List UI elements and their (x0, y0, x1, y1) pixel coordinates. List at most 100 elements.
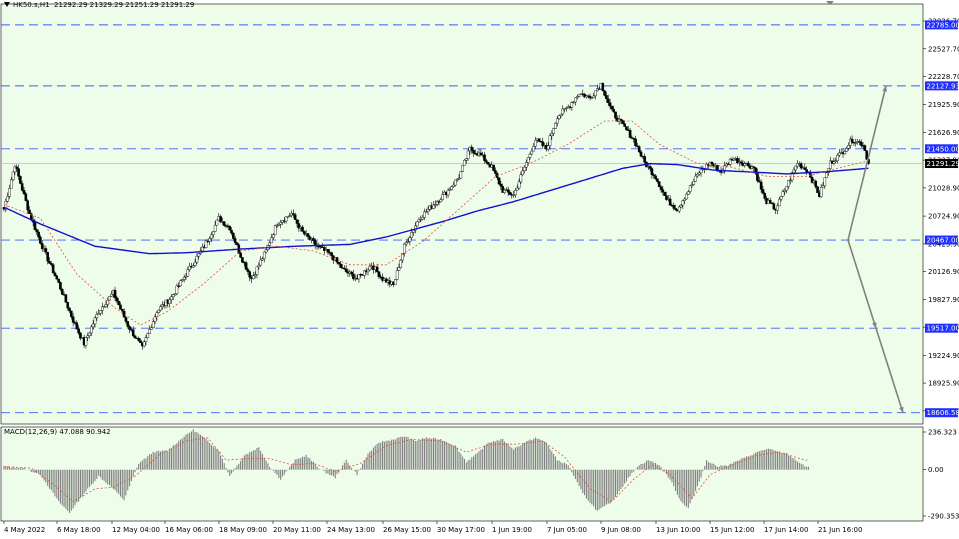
candle-body (258, 265, 260, 267)
candle-body (331, 253, 333, 256)
candle-body (440, 200, 442, 202)
candle-body (594, 91, 596, 96)
symbol-label: HK50.s,H1 (13, 1, 50, 9)
candle-body (640, 152, 642, 156)
x-tick-label: 4 May 2022 (4, 526, 45, 534)
candle-body (864, 146, 866, 151)
price-pane (1, 4, 923, 424)
candle-body (452, 185, 454, 187)
dropdown-triangle-icon[interactable] (4, 2, 10, 7)
candle-body (67, 302, 69, 308)
candle-body (634, 139, 636, 146)
candle-body (673, 205, 675, 208)
level-tag-label: 22127.93 (927, 82, 959, 90)
candle-body (533, 146, 535, 151)
candle-body (312, 238, 314, 240)
y-tick-label: 22228.70 (928, 73, 959, 81)
level-tag-label: 20467.00 (927, 237, 959, 245)
candle-body (92, 324, 94, 327)
candle-body (41, 243, 43, 248)
x-tick-label: 6 May 18:00 (57, 526, 101, 534)
candle-body (65, 295, 67, 303)
candle-body (232, 233, 234, 238)
candle-body (609, 103, 611, 106)
candle-body (604, 91, 606, 96)
candle-body (219, 216, 221, 221)
candle-body (234, 238, 236, 242)
candle-body (192, 266, 194, 267)
candle-body (471, 147, 473, 150)
x-tick-label: 9 Jun 08:00 (601, 526, 641, 534)
candle-body (494, 171, 496, 174)
x-tick-label: 24 May 13:00 (327, 526, 375, 534)
candle-body (684, 199, 686, 201)
macd-tick-label: 0.00 (928, 466, 944, 474)
candle-body (562, 109, 564, 114)
candle-body (96, 314, 98, 317)
candle-body (143, 342, 145, 346)
x-tick-label: 7 Jun 05:00 (547, 526, 587, 534)
candle-body (795, 166, 797, 170)
candle-body (660, 187, 662, 190)
y-tick-label: 19827.90 (928, 296, 959, 304)
candle-body (340, 264, 342, 268)
candle-body (662, 190, 664, 193)
candle-body (128, 326, 130, 329)
candle-body (272, 235, 274, 238)
candle-body (846, 148, 848, 151)
candle-body (338, 262, 340, 264)
macd-tick-label: -290.353 (928, 513, 959, 521)
candle-body (711, 162, 713, 165)
candle-body (110, 294, 112, 296)
x-tick-label: 30 May 17:00 (437, 526, 485, 534)
candle-body (467, 151, 469, 159)
candle-body (824, 178, 826, 186)
candle-body (447, 190, 449, 195)
candle-body (183, 277, 185, 279)
candle-body (427, 209, 429, 211)
candle-body (376, 267, 378, 272)
candle-body (378, 272, 380, 277)
candle-body (58, 279, 60, 282)
y-tick-label: 20724.90 (928, 213, 959, 221)
candle-body (209, 238, 211, 241)
candle-body (747, 163, 749, 166)
candle-body (138, 338, 140, 340)
x-tick-label: 20 May 11:00 (273, 526, 321, 534)
candle-body (147, 334, 149, 338)
candle-body (815, 181, 817, 187)
candle-body (172, 295, 174, 297)
candle-body (158, 310, 160, 313)
candle-body (114, 290, 116, 298)
candle-body (740, 162, 742, 163)
candle-body (613, 109, 615, 112)
candle-body (119, 305, 121, 309)
candle-body (658, 181, 660, 186)
candle-body (247, 269, 249, 271)
candle-body (296, 220, 298, 224)
candle-body (534, 140, 536, 146)
candle-body (531, 151, 533, 154)
candle-body (422, 217, 424, 219)
candle-body (762, 189, 764, 193)
candle-body (514, 190, 516, 195)
candle-body (695, 176, 697, 181)
candle-body (105, 304, 107, 306)
candle-body (744, 164, 746, 166)
candle-body (614, 112, 616, 118)
candle-body (518, 182, 520, 188)
candle-body (574, 98, 576, 102)
candle-body (236, 243, 238, 245)
candle-body (525, 163, 527, 168)
candle-body (607, 99, 609, 103)
candle-body (394, 279, 396, 284)
candle-body (644, 156, 646, 162)
candle-body (152, 321, 154, 327)
candle-body (556, 119, 558, 123)
candle-body (625, 127, 627, 130)
candle-body (61, 289, 63, 294)
candle-body (301, 227, 303, 231)
candle-body (685, 194, 687, 199)
